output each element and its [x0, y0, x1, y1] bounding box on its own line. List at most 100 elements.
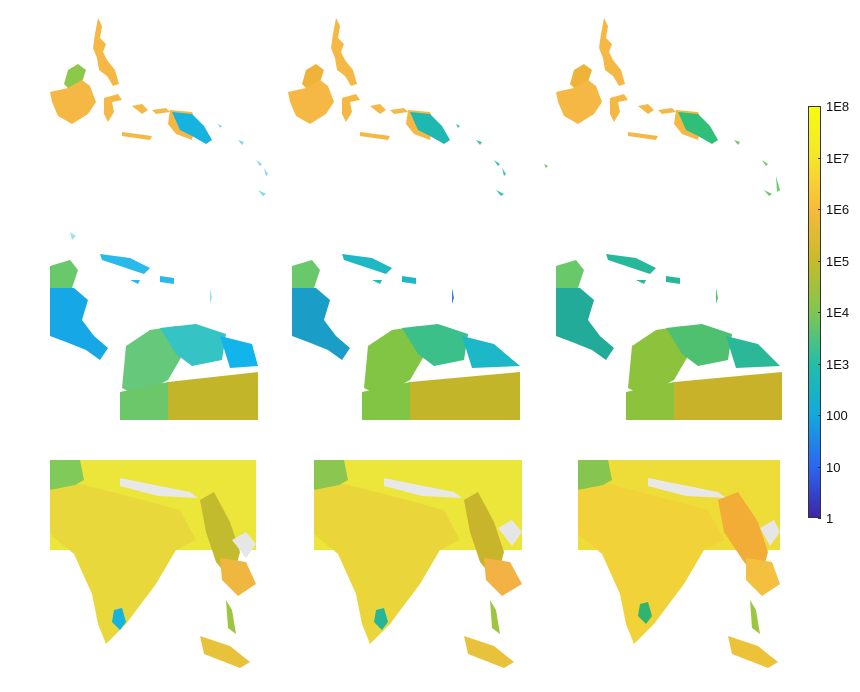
colorbar-tick-label: 1E6 [826, 202, 850, 217]
mexico-south-region [556, 260, 584, 294]
colorbar-tick-mark [818, 415, 821, 416]
colorbar-tick-mark [818, 260, 821, 262]
mexico-south-region [50, 260, 78, 294]
peru-region [362, 382, 410, 420]
guianas-region [462, 336, 520, 368]
colorbar-tick-mark [818, 312, 821, 313]
colorbar-tick-mark [818, 363, 821, 365]
pakistan-region [578, 460, 612, 490]
colombia-region [364, 326, 424, 396]
lesser-antilles-region [452, 288, 454, 304]
thailand-region [746, 558, 780, 596]
malaysia-region [200, 636, 250, 668]
brazil-north-region [410, 372, 520, 420]
central-america-region [292, 288, 350, 360]
map-panel-sas-col2 [314, 460, 522, 668]
venezuela-region [160, 324, 226, 366]
guianas-region [220, 336, 258, 368]
laos-region [498, 520, 522, 546]
peninsula-region [226, 600, 236, 634]
borneo-north-region [302, 64, 324, 90]
malaysia-region [728, 636, 778, 668]
map-panel-cam-col3 [556, 254, 782, 420]
colorbar-tick-mark [818, 466, 821, 468]
colombia-region [122, 326, 182, 396]
colorbar-tick-label: 1 [826, 511, 834, 526]
map-panel-sea-col2 [288, 18, 506, 196]
laos-region [760, 520, 780, 546]
png-region [172, 112, 212, 144]
colorbar-tick-mark [818, 518, 821, 519]
peninsula-region [750, 600, 760, 634]
colorbar-tick-label: 1E4 [826, 305, 850, 320]
india-region [50, 484, 196, 644]
caribbean-islands-region [342, 254, 416, 284]
laos-region [232, 532, 256, 558]
sulawesi-region [342, 94, 360, 122]
borneo-region [556, 80, 602, 124]
myanmar-region [464, 492, 504, 582]
indonesia-islands-region [122, 104, 170, 140]
philippines-region [331, 18, 357, 86]
sulawesi-region [104, 94, 122, 122]
pacific-islands-region [218, 124, 268, 196]
map-panel-cam-col1 [50, 232, 258, 420]
caribbean-islands-region [100, 254, 174, 284]
peru-region [120, 382, 168, 420]
png-region [410, 112, 450, 144]
map-panel-sea-col3 [544, 18, 780, 196]
thailand-region [220, 558, 256, 596]
borneo-region [288, 80, 334, 124]
sulawesi-region [610, 94, 628, 122]
central-america-region [556, 288, 614, 360]
borneo-region [50, 80, 96, 124]
colorbar-tick-mark [818, 209, 821, 210]
mexico-south-region [292, 260, 320, 294]
png-region [678, 112, 718, 144]
indonesia-islands-region [628, 104, 676, 140]
brazil-north-region [168, 372, 258, 420]
pakistan-region [50, 460, 84, 490]
colorbar-tick-label: 10 [826, 459, 841, 475]
colorbar-tick-label: 1E3 [826, 356, 850, 372]
colorbar-tick-label: 100 [826, 408, 848, 423]
srilanka-region [112, 608, 126, 630]
map-panel-cam-col2 [292, 254, 520, 420]
colorbar-tick-label: 1E8 [826, 99, 850, 114]
himalaya-region [384, 478, 462, 498]
central-america-region [50, 288, 108, 360]
pacific-islands-region [544, 140, 780, 196]
myanmar-region [200, 492, 240, 582]
indonesia-islands-region [360, 104, 408, 140]
colorbar-tick-label: 1E5 [826, 253, 850, 269]
malaysia-region [464, 636, 514, 668]
map-panel-sas-col1 [50, 460, 256, 668]
guianas-region [726, 336, 780, 368]
borneo-north-region [64, 64, 86, 90]
borneo-north-region [570, 64, 592, 90]
peru-region [626, 382, 674, 420]
brazil-north-region [674, 372, 782, 420]
pakistan-region [314, 460, 348, 490]
philippines-region [599, 18, 625, 86]
peninsula-region [490, 600, 500, 634]
colorbar-tick-label: 1E7 [826, 150, 850, 166]
india-region [578, 484, 724, 644]
india-region [314, 484, 460, 644]
map-panel-sea-col1 [50, 18, 268, 196]
lesser-antilles-region [716, 288, 718, 304]
thailand-region [484, 558, 522, 596]
colorbar-tick-mark [818, 157, 821, 159]
himalaya-region [648, 478, 726, 498]
caribbean-islands-region [606, 254, 680, 284]
srilanka-region [638, 602, 652, 624]
map-panel-sas-col3 [578, 460, 780, 668]
himalaya-region [120, 478, 198, 498]
pacific-islands-region [456, 124, 506, 196]
venezuela-region [402, 324, 468, 366]
philippines-region [93, 18, 119, 86]
venezuela-region [666, 324, 732, 366]
colombia-region [628, 326, 688, 396]
srilanka-region [374, 608, 388, 630]
